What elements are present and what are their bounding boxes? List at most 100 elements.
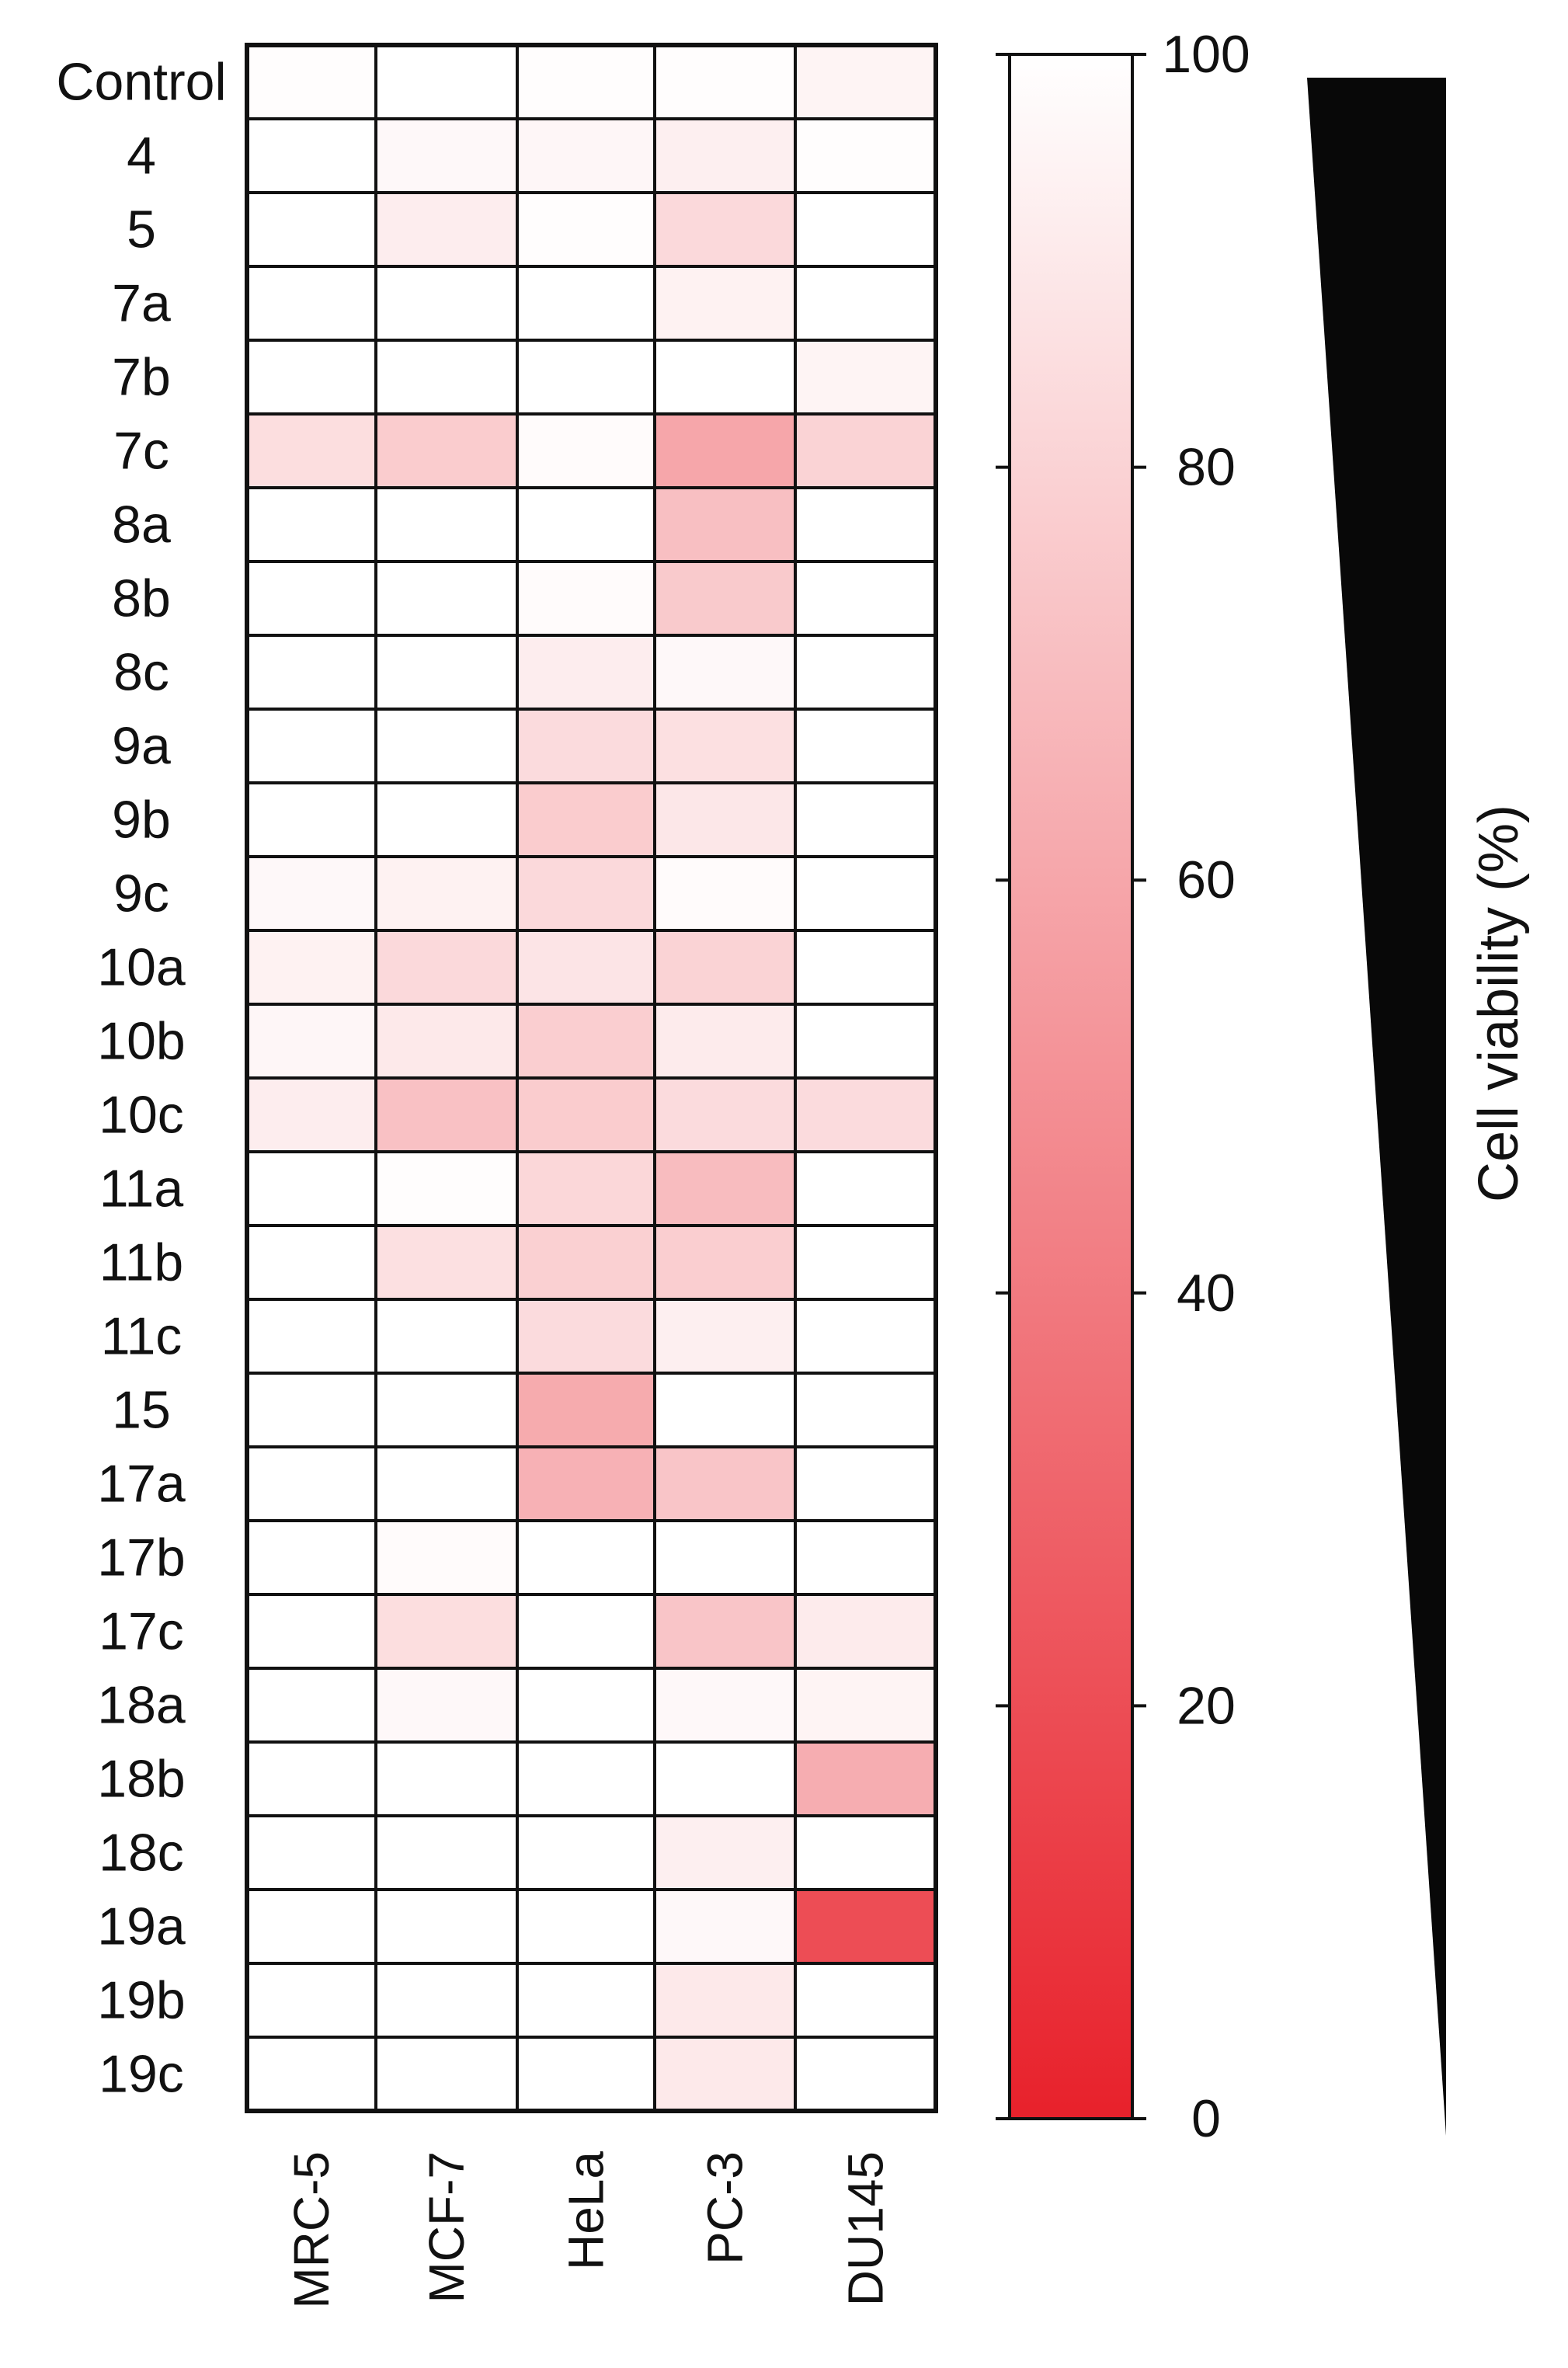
heatmap-cell [795, 119, 936, 193]
heatmap-cell [376, 1226, 517, 1299]
heatmap-cell [517, 1299, 655, 1373]
row-label: 7c [113, 422, 169, 481]
heatmap-cell [655, 709, 795, 783]
heatmap-cell [247, 1963, 376, 2037]
colorbar-tick-label: 0 [1191, 2089, 1221, 2148]
heatmap-cell [247, 414, 376, 488]
heatmap-cell [247, 1004, 376, 1078]
heatmap-cell [247, 340, 376, 414]
heatmap-cell [247, 1299, 376, 1373]
colorbar-tick-label: 100 [1162, 25, 1250, 84]
heatmap-cell [247, 1668, 376, 1742]
heatmap-cell [517, 45, 655, 119]
heatmap-cell [247, 709, 376, 783]
heatmap-cell [655, 1742, 795, 1816]
heatmap-cell [517, 266, 655, 340]
row-label: 18a [97, 1676, 186, 1735]
row-label: 9a [112, 717, 171, 776]
heatmap-cell [247, 266, 376, 340]
heatmap-cell [517, 1152, 655, 1226]
heatmap-cell [655, 1078, 795, 1152]
heatmap-cell [376, 414, 517, 488]
heatmap-cell [517, 1078, 655, 1152]
heatmap-cell [795, 193, 936, 266]
heatmap-cell [376, 340, 517, 414]
heatmap-cell [517, 1373, 655, 1447]
heatmap-cell [655, 193, 795, 266]
heatmap-cell [795, 857, 936, 930]
row-label: 10b [97, 1012, 185, 1071]
row-label: 15 [112, 1381, 171, 1440]
column-label: DU145 [838, 2151, 894, 2306]
heatmap-cell [376, 709, 517, 783]
heatmap-cell [247, 1373, 376, 1447]
heatmap-cell [655, 2037, 795, 2111]
heatmap-cell [376, 783, 517, 857]
heatmap-cell [517, 1668, 655, 1742]
heatmap-cell [655, 1004, 795, 1078]
row-label: 8a [112, 496, 171, 555]
column-labels: MRC-5 MCF-7 HeLa PC-3 DU145 [283, 2151, 894, 2309]
heatmap-cell [795, 1594, 936, 1668]
heatmap-cell [655, 1226, 795, 1299]
heatmap-cell [795, 562, 936, 635]
heatmap-cell [517, 1963, 655, 2037]
row-label: 11c [101, 1307, 183, 1366]
heatmap-cell [655, 1373, 795, 1447]
row-label: 10a [97, 938, 186, 997]
row-label: 19a [97, 1897, 186, 1956]
row-label: 17c [99, 1602, 184, 1661]
row-label: 11a [99, 1160, 184, 1219]
heatmap-cell [247, 783, 376, 857]
column-label: MCF-7 [419, 2151, 475, 2304]
heatmap-cell [247, 1226, 376, 1299]
heatmap-cell [247, 1816, 376, 1890]
heatmap-grid [245, 43, 938, 2113]
heatmap-cell [247, 1890, 376, 1963]
heatmap-cell [795, 1226, 936, 1299]
heatmap-cell [655, 1668, 795, 1742]
heatmap-cell [795, 1152, 936, 1226]
row-label: 17b [97, 1528, 185, 1587]
heatmap-cell [795, 340, 936, 414]
heatmap-cell [795, 414, 936, 488]
column-label: MRC-5 [283, 2151, 339, 2309]
row-label: 18c [99, 1824, 184, 1883]
heatmap-cell [517, 2037, 655, 2111]
heatmap-cell [795, 266, 936, 340]
heatmap-cell [376, 1594, 517, 1668]
heatmap-cell [376, 45, 517, 119]
heatmap-cell [376, 1668, 517, 1742]
heatmap-cell [517, 1226, 655, 1299]
heatmap-cell [517, 340, 655, 414]
heatmap-cell [247, 562, 376, 635]
row-label: 5 [127, 200, 156, 259]
heatmap-cell [655, 1299, 795, 1373]
heatmap-cell [795, 1963, 936, 2037]
heatmap-cell [655, 488, 795, 562]
colorbar: 0 20 40 60 80 100 [996, 25, 1250, 2148]
heatmap-cell [655, 1447, 795, 1521]
heatmap-cell [376, 266, 517, 340]
heatmap-cell [376, 1890, 517, 1963]
heatmap-cell [517, 1004, 655, 1078]
heatmap-cell [517, 562, 655, 635]
row-label: 19c [99, 2045, 184, 2104]
heatmap-cell [795, 1816, 936, 1890]
heatmap-cell [655, 1963, 795, 2037]
column-label: PC-3 [697, 2151, 753, 2265]
heatmap-cell [376, 1963, 517, 2037]
heatmap-cell [655, 1521, 795, 1594]
colorbar-gradient [1008, 53, 1134, 2120]
heatmap-cell [376, 2037, 517, 2111]
heatmap-cell [247, 2037, 376, 2111]
heatmap-cell [247, 857, 376, 930]
heatmap-cell [795, 930, 936, 1004]
heatmap-cell [376, 1742, 517, 1816]
heatmap-cell [795, 2037, 936, 2111]
colorbar-label: Cell viability (%) [1468, 805, 1530, 1202]
heatmap-cell [655, 1594, 795, 1668]
heatmap-cell [655, 266, 795, 340]
heatmap-cells [247, 45, 936, 2111]
heatmap-cell [795, 45, 936, 119]
